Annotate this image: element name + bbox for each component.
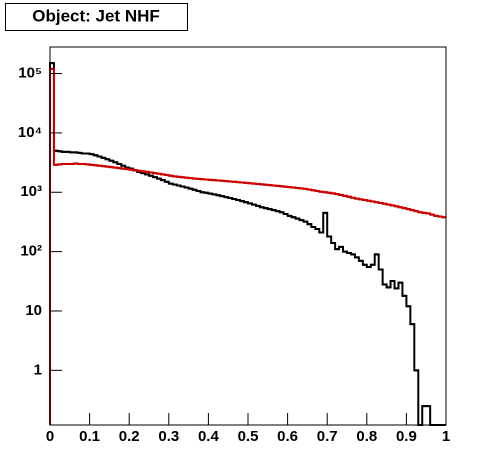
- y-tick-label: 1: [34, 361, 42, 378]
- x-tick-label: 0.8: [356, 428, 377, 445]
- x-tick-label: 1: [442, 428, 450, 445]
- x-tick-label: 0.2: [119, 428, 140, 445]
- y-tick-label: 10: [25, 302, 42, 319]
- x-tick-label: 0.9: [396, 428, 417, 445]
- x-tick-label: 0.3: [158, 428, 179, 445]
- x-tick-label: 0: [46, 428, 54, 445]
- histogram-outline: [49, 67, 446, 425]
- y-tick-label: 10²: [20, 243, 42, 260]
- plot-area: [49, 62, 446, 426]
- x-tick-label: 0.1: [79, 428, 100, 445]
- x-tick-label: 0.6: [277, 428, 298, 445]
- y-tick-label: 10⁵: [18, 65, 42, 82]
- x-tick-label: 0.4: [198, 428, 220, 445]
- y-tick-label: 10³: [20, 183, 42, 200]
- y-tick-label: 10⁴: [18, 124, 42, 141]
- chart-title: Object: Jet NHF: [32, 6, 160, 25]
- x-tick-label: 0.7: [317, 428, 338, 445]
- title-box: [5, 3, 188, 31]
- histogram-outline: [49, 62, 446, 426]
- x-tick-label: 0.5: [238, 428, 259, 445]
